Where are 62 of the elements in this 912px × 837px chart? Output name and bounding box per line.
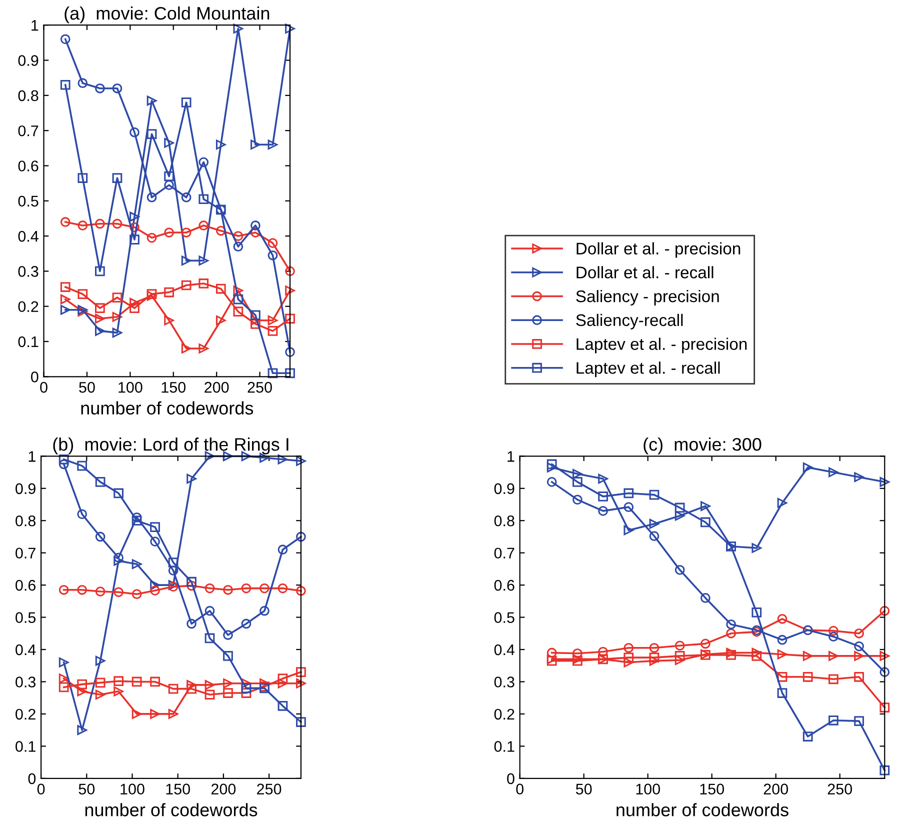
y-tick-label: 0.7	[494, 548, 514, 559]
chart-title: (c) movie: 300	[644, 438, 762, 454]
x-tick-label: 100	[120, 784, 144, 794]
x-tick-label: 250	[828, 784, 852, 794]
y-tick-label: 0.6	[494, 580, 514, 591]
x-tick-label: 100	[118, 382, 142, 393]
y-tick-label: 0.4	[16, 644, 36, 656]
legend-label: Laptev et al. - precision	[576, 338, 747, 354]
y-tick-label: 0.2	[18, 301, 38, 312]
x-axis-title: number of codewords	[616, 803, 788, 816]
x-tick-label: 250	[248, 382, 272, 393]
legend-label: Dollar et al. - precision	[576, 242, 740, 258]
y-tick-label: 0.2	[494, 708, 514, 720]
x-axis-title: number of codewords	[81, 401, 254, 415]
y-tick-label: 1	[28, 451, 36, 462]
x-tick-label: 150	[700, 784, 724, 794]
y-tick-label: 0	[28, 773, 36, 784]
x-tick-label: 150	[166, 784, 190, 794]
y-tick-label: 0.6	[16, 580, 36, 591]
y-tick-label: 0.8	[16, 515, 36, 526]
y-tick-label: 0.4	[18, 230, 38, 242]
y-tick-label: 0.1	[18, 336, 38, 348]
x-tick-label: 200	[764, 784, 788, 794]
legend-label: Dollar et al. - recall	[576, 266, 714, 278]
y-tick-label: 0.9	[16, 483, 36, 494]
x-tick-label: 150	[162, 382, 186, 393]
legend-label: Saliency-recall	[576, 314, 683, 330]
x-tick-label: 0	[516, 784, 524, 794]
x-tick-label: 200	[211, 784, 236, 794]
x-tick-label: 200	[204, 382, 229, 393]
y-tick-label: 0.7	[18, 125, 38, 136]
x-tick-label: 250	[257, 784, 282, 794]
legend-label: Saliency - precision	[576, 290, 719, 306]
y-tick-label: 0.2	[16, 708, 36, 720]
y-tick-label: 0.5	[18, 196, 38, 207]
y-tick-label: 0.5	[16, 612, 36, 623]
x-tick-label: 50	[576, 784, 592, 794]
x-tick-label: 100	[636, 784, 660, 794]
y-tick-label: 0	[31, 372, 38, 382]
y-tick-label: 0.4	[494, 644, 515, 656]
y-tick-label: 0.9	[494, 483, 514, 494]
y-tick-label: 0.6	[18, 160, 38, 172]
y-tick-label: 0.1	[16, 741, 36, 752]
x-tick-label: 0	[40, 382, 48, 393]
y-tick-label: 0.5	[494, 612, 514, 623]
y-tick-label: 0	[507, 773, 514, 784]
chart-title: (a) movie: Cold Mountain	[64, 6, 270, 24]
y-tick-label: 0.3	[18, 266, 38, 277]
chart-title: (b) movie: Lord of the Rings I	[53, 438, 288, 454]
x-axis-title: number of codewords	[85, 803, 258, 816]
y-tick-label: 0.8	[494, 515, 514, 526]
x-tick-label: 50	[78, 784, 95, 794]
y-tick-label: 0.9	[18, 55, 38, 66]
y-tick-label: 0.7	[16, 548, 36, 559]
legend-label: Laptev et al. - recall	[576, 362, 720, 378]
y-tick-label: 0.1	[494, 741, 514, 752]
x-tick-label: 50	[79, 382, 95, 393]
y-tick-label: 0.3	[16, 676, 36, 688]
y-tick-label: 0.3	[494, 676, 514, 688]
y-tick-label: 0.8	[18, 90, 38, 102]
y-tick-label: 1	[508, 451, 514, 462]
y-tick-label: 1	[32, 20, 38, 31]
